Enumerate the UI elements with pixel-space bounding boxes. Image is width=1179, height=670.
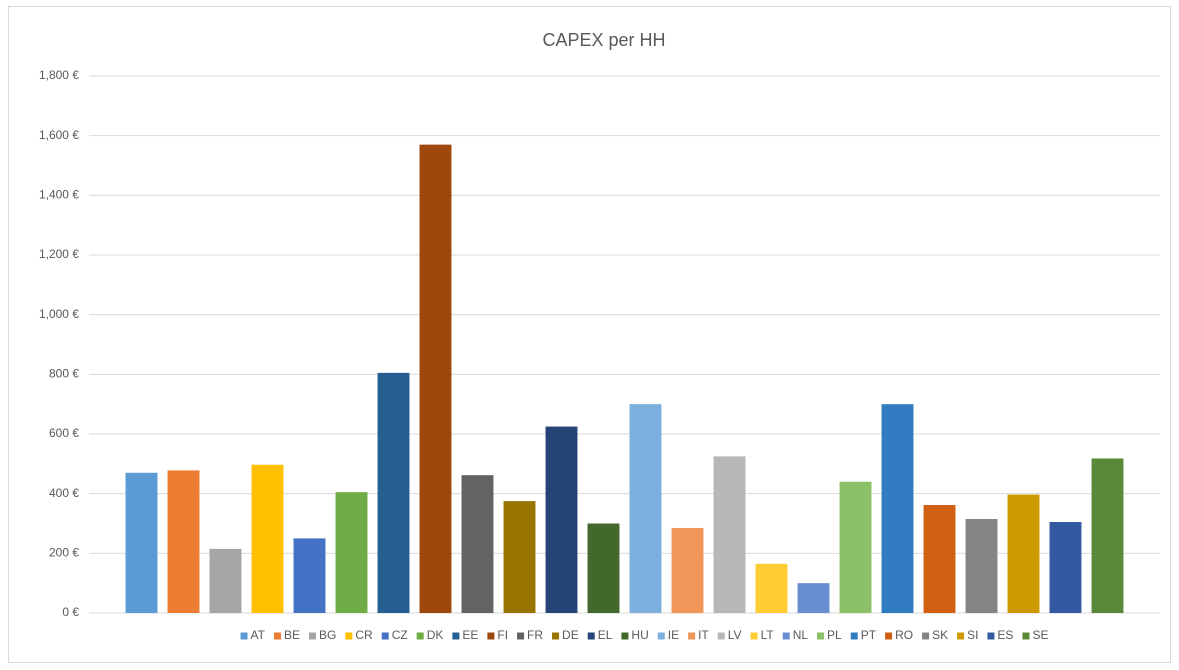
legend-label: FR	[527, 628, 543, 642]
y-tick-label: 0 €	[62, 605, 79, 619]
legend-label: BE	[284, 628, 300, 642]
legend-swatch	[717, 632, 725, 640]
legend-swatch	[587, 632, 595, 640]
bar	[293, 538, 326, 613]
legend-swatch	[885, 632, 893, 640]
y-tick-label: 400 €	[49, 486, 79, 500]
y-tick-label: 1,800 €	[39, 68, 79, 82]
bar	[335, 492, 368, 613]
legend-swatch	[273, 632, 281, 640]
legend-swatch	[688, 632, 696, 640]
legend-label: CZ	[392, 628, 408, 642]
bar	[1091, 458, 1124, 613]
legend-swatch	[657, 632, 665, 640]
bar	[755, 563, 788, 613]
legend-label: IT	[698, 628, 709, 642]
bar	[629, 404, 662, 613]
legend-label: LT	[761, 628, 775, 642]
bar	[251, 464, 284, 613]
legend-swatch	[850, 632, 858, 640]
y-tick-label: 800 €	[49, 367, 79, 381]
legend-swatch	[487, 632, 495, 640]
legend-swatch	[517, 632, 525, 640]
legend-swatch	[750, 632, 758, 640]
legend-label: EL	[598, 628, 613, 642]
bar	[503, 501, 536, 613]
y-tick-label: 200 €	[49, 546, 79, 560]
y-tick-label: 1,600 €	[39, 128, 79, 142]
bar	[209, 548, 242, 613]
legend-label: DK	[427, 628, 444, 642]
bar	[125, 472, 158, 613]
legend-label: PL	[827, 628, 842, 642]
legend-label: NL	[793, 628, 809, 642]
legend-label: IE	[668, 628, 679, 642]
legend-label: EE	[462, 628, 478, 642]
bar	[587, 523, 620, 613]
bar	[461, 475, 494, 613]
legend-label: DE	[562, 628, 579, 642]
legend-label: CR	[355, 628, 373, 642]
bar	[881, 404, 914, 613]
legend-swatch	[345, 632, 353, 640]
legend-swatch	[621, 632, 629, 640]
legend-swatch	[782, 632, 790, 640]
legend-label: SK	[932, 628, 948, 642]
legend-swatch	[240, 632, 248, 640]
y-tick-label: 1,200 €	[39, 247, 79, 261]
bar	[713, 456, 746, 613]
legend-label: FI	[497, 628, 508, 642]
y-tick-label: 1,000 €	[39, 307, 79, 321]
bar	[1049, 522, 1082, 613]
legend-swatch	[452, 632, 460, 640]
legend-label: SI	[967, 628, 978, 642]
bar	[377, 372, 410, 613]
legend-label: ES	[997, 628, 1013, 642]
chart-title: CAPEX per HH	[542, 30, 665, 50]
bar	[797, 583, 830, 613]
bar	[965, 519, 998, 613]
y-tick-label: 600 €	[49, 426, 79, 440]
legend-label: AT	[251, 628, 266, 642]
legend-swatch	[381, 632, 389, 640]
legend-swatch	[987, 632, 995, 640]
legend-label: RO	[895, 628, 913, 642]
bar	[923, 505, 956, 613]
legend-swatch	[416, 632, 424, 640]
y-tick-label: 1,400 €	[39, 188, 79, 202]
legend-swatch	[552, 632, 560, 640]
bar	[419, 144, 452, 613]
bar	[1007, 494, 1040, 613]
bar	[167, 470, 200, 613]
bar	[671, 527, 704, 613]
legend-swatch	[1022, 632, 1030, 640]
legend-swatch	[922, 632, 930, 640]
legend-swatch	[817, 632, 825, 640]
legend-swatch	[957, 632, 965, 640]
legend-swatch	[309, 632, 317, 640]
legend-label: LV	[728, 628, 742, 642]
legend-label: SE	[1032, 628, 1048, 642]
legend-label: HU	[631, 628, 648, 642]
legend-label: BG	[319, 628, 336, 642]
bar	[545, 426, 578, 613]
legend-label: PT	[861, 628, 877, 642]
bar	[839, 481, 872, 613]
